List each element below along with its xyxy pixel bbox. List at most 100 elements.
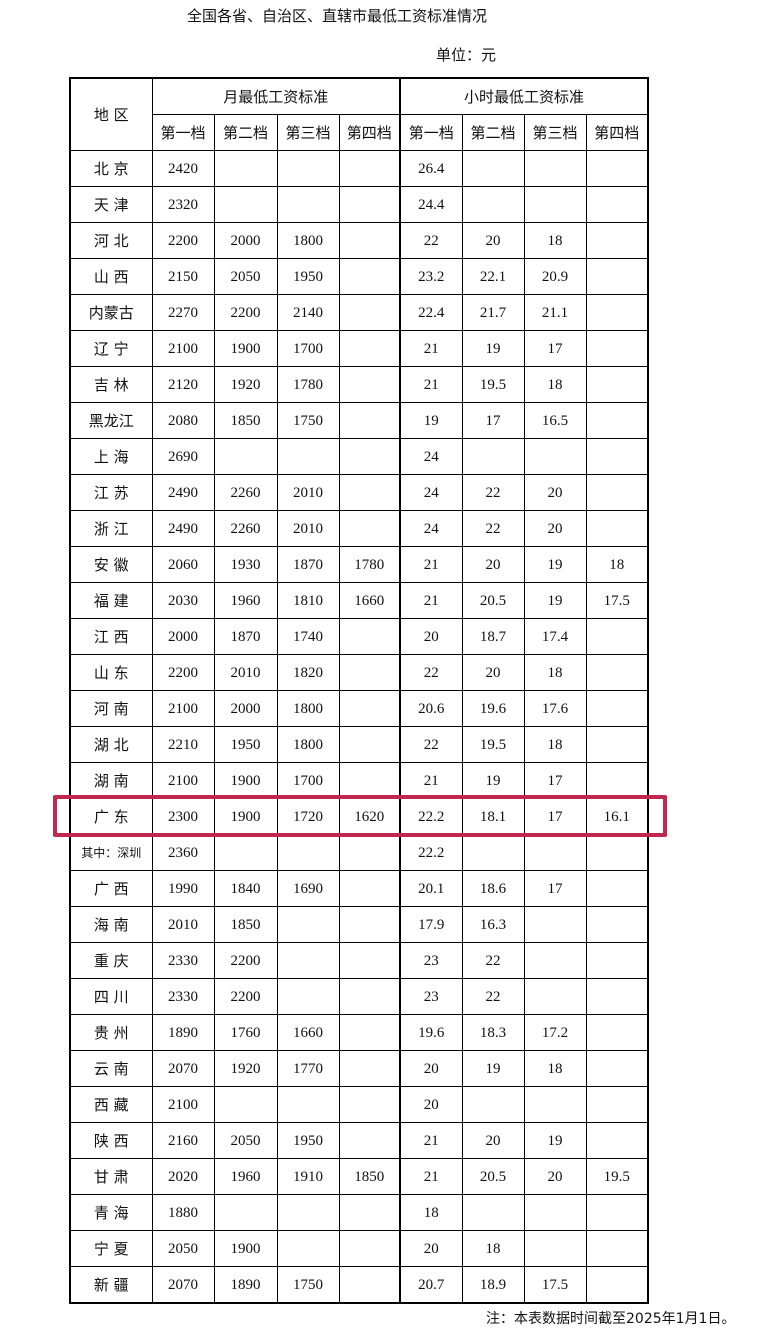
value-cell: 20 xyxy=(399,1050,463,1087)
value-cell: 1760 xyxy=(213,1014,278,1051)
value-cell xyxy=(338,330,401,367)
region-cell: 贵 州 xyxy=(69,1014,153,1051)
value-cell: 2200 xyxy=(213,942,278,979)
value-cell: 19 xyxy=(461,330,525,367)
value-cell: 19.6 xyxy=(461,690,525,727)
value-cell: 1700 xyxy=(276,762,340,799)
value-cell: 1820 xyxy=(276,654,340,691)
value-cell: 2070 xyxy=(151,1266,215,1304)
value-cell: 2690 xyxy=(151,438,215,475)
header-tier: 第四档 xyxy=(338,114,401,151)
value-cell: 20 xyxy=(523,474,587,511)
value-cell xyxy=(338,942,401,979)
region-cell: 广 西 xyxy=(69,870,153,907)
value-cell: 26.4 xyxy=(399,150,463,187)
value-cell: 20.5 xyxy=(461,582,525,619)
value-cell xyxy=(585,474,649,511)
header-hourly: 小时最低工资标准 xyxy=(399,77,649,115)
minimum-wage-table: 地 区 月最低工资标准 小时最低工资标准 第一档 第二档 第三档 第四档 第一档… xyxy=(69,77,650,1304)
value-cell: 17.9 xyxy=(399,906,463,943)
value-cell: 20.5 xyxy=(461,1158,525,1195)
value-cell: 2010 xyxy=(213,654,278,691)
value-cell xyxy=(461,834,525,871)
value-cell: 2030 xyxy=(151,582,215,619)
table-row: 广 西 1990 1840 1690 20.1 18.6 17 xyxy=(69,870,649,907)
header-monthly: 月最低工资标准 xyxy=(151,77,401,115)
value-cell xyxy=(338,474,401,511)
value-cell xyxy=(338,150,401,187)
value-cell xyxy=(585,906,649,943)
value-cell: 2100 xyxy=(151,762,215,799)
header-tier: 第四档 xyxy=(585,114,649,151)
value-cell xyxy=(585,366,649,403)
value-cell: 19 xyxy=(461,762,525,799)
value-cell: 2120 xyxy=(151,366,215,403)
table-row: 陕 西 2160 2050 1950 21 20 19 xyxy=(69,1122,649,1159)
value-cell xyxy=(213,186,278,223)
region-cell: 宁 夏 xyxy=(69,1230,153,1267)
value-cell: 2320 xyxy=(151,186,215,223)
value-cell: 18 xyxy=(399,1194,463,1231)
value-cell xyxy=(585,690,649,727)
value-cell: 1800 xyxy=(276,690,340,727)
value-cell: 18 xyxy=(523,726,587,763)
value-cell: 2210 xyxy=(151,726,215,763)
value-cell: 20 xyxy=(461,546,525,583)
value-cell: 1770 xyxy=(276,1050,340,1087)
region-cell: 重 庆 xyxy=(69,942,153,979)
value-cell xyxy=(338,1230,401,1267)
value-cell: 18.6 xyxy=(461,870,525,907)
value-cell: 1930 xyxy=(213,546,278,583)
value-cell: 2020 xyxy=(151,1158,215,1195)
value-cell: 22.2 xyxy=(399,834,463,871)
value-cell: 2300 xyxy=(151,798,215,835)
value-cell xyxy=(585,330,649,367)
region-cell: 云 南 xyxy=(69,1050,153,1087)
value-cell: 1910 xyxy=(276,1158,340,1195)
table-row: 新 疆 2070 1890 1750 20.7 18.9 17.5 xyxy=(69,1266,649,1304)
document-title: 全国各省、自治区、直辖市最低工资标准情况 xyxy=(186,7,487,25)
region-cell: 西 藏 xyxy=(69,1086,153,1123)
value-cell: 1720 xyxy=(276,798,340,835)
value-cell: 2150 xyxy=(151,258,215,295)
value-cell xyxy=(338,1014,401,1051)
value-cell xyxy=(461,1194,525,1231)
value-cell: 2080 xyxy=(151,402,215,439)
value-cell xyxy=(338,1050,401,1087)
value-cell: 1990 xyxy=(151,870,215,907)
value-cell xyxy=(338,870,401,907)
region-cell: 陕 西 xyxy=(69,1122,153,1159)
value-cell: 2260 xyxy=(213,474,278,511)
value-cell xyxy=(585,258,649,295)
value-cell: 17 xyxy=(461,402,525,439)
value-cell: 20 xyxy=(399,618,463,655)
value-cell xyxy=(523,1086,587,1123)
value-cell: 22.2 xyxy=(399,798,463,835)
value-cell: 20 xyxy=(523,510,587,547)
value-cell: 22 xyxy=(399,222,463,259)
value-cell xyxy=(338,690,401,727)
table-row: 山 西 2150 2050 1950 23.2 22.1 20.9 xyxy=(69,258,649,295)
value-cell: 21 xyxy=(399,582,463,619)
value-cell: 19.5 xyxy=(461,366,525,403)
value-cell: 1890 xyxy=(151,1014,215,1051)
table-row: 西 藏 2100 20 xyxy=(69,1086,649,1123)
value-cell: 2000 xyxy=(213,222,278,259)
region-cell: 广 东 xyxy=(69,798,153,835)
value-cell xyxy=(338,258,401,295)
value-cell xyxy=(585,1266,649,1304)
value-cell xyxy=(585,294,649,331)
value-cell: 2100 xyxy=(151,330,215,367)
value-cell xyxy=(338,1122,401,1159)
value-cell xyxy=(276,186,340,223)
value-cell xyxy=(276,834,340,871)
value-cell: 1880 xyxy=(151,1194,215,1231)
value-cell xyxy=(523,978,587,1015)
region-cell: 湖 北 xyxy=(69,726,153,763)
table-row: 天 津 2320 24.4 xyxy=(69,186,649,223)
value-cell: 17 xyxy=(523,798,587,835)
value-cell: 17 xyxy=(523,870,587,907)
value-cell: 1660 xyxy=(338,582,401,619)
value-cell: 2360 xyxy=(151,834,215,871)
table-row: 甘 肃 2020 1960 1910 1850 21 20.5 20 19.5 xyxy=(69,1158,649,1195)
